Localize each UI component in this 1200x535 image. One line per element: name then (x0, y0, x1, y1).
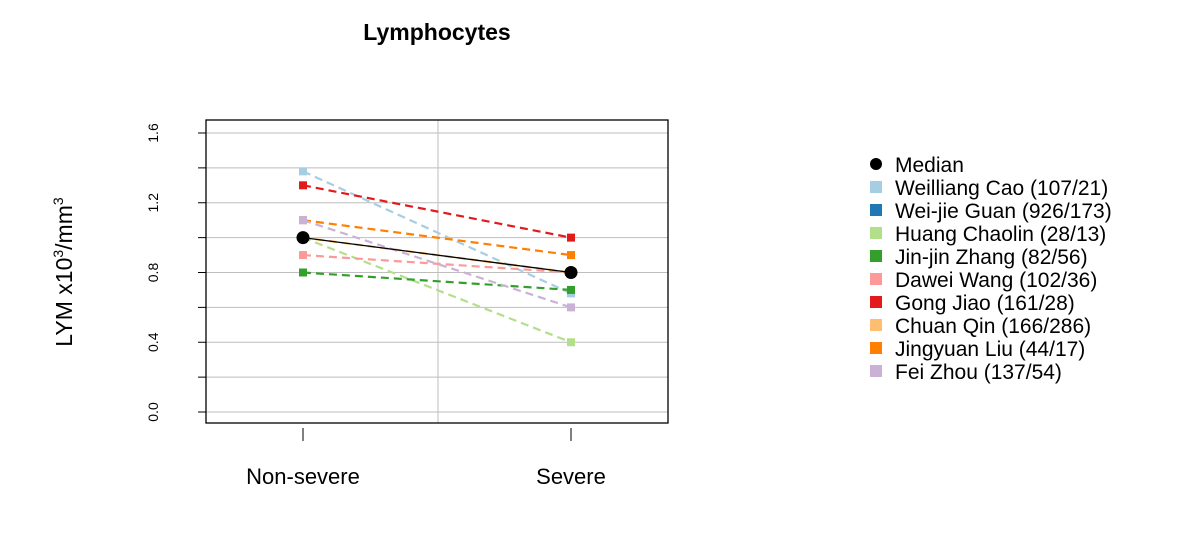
legend-item: Weilliang Cao (107/21) (870, 177, 1108, 200)
legend-item: Dawei Wang (102/36) (870, 269, 1097, 292)
legend-marker (870, 204, 882, 216)
median-point (296, 231, 310, 245)
y-axis-label-sup1: 3 (50, 250, 66, 258)
series-line (302, 170, 572, 295)
legend-item: Huang Chaolin (28/13) (870, 223, 1106, 246)
legend-item: Wei-jie Guan (926/173) (870, 200, 1112, 223)
series-line (302, 271, 572, 292)
y-axis-label-main: LYM x10 (51, 258, 77, 347)
legend-item: Jin-jin Zhang (82/56) (870, 246, 1088, 269)
legend-label: Weilliang Cao (107/21) (895, 177, 1108, 200)
y-tick-label: 0.4 (145, 332, 161, 352)
grid (206, 120, 668, 423)
series-point (567, 233, 575, 242)
series-group (299, 181, 575, 242)
legend-marker (870, 250, 882, 262)
axes: 0.0 0.4 0.8 1.2 1.6 Non-severe Severe (145, 119, 669, 489)
plot-frame (205, 119, 669, 424)
legend-item: Jingyuan Liu (44/17) (870, 338, 1085, 361)
legend-marker (870, 319, 882, 331)
chart-title: Lymphocytes (363, 19, 510, 45)
legend-marker (870, 227, 882, 239)
series-group (299, 233, 575, 347)
legend-label: Wei-jie Guan (926/173) (895, 200, 1112, 223)
series-line (302, 253, 572, 274)
series-point (567, 303, 575, 312)
y-axis-label-sup2: 3 (50, 197, 66, 205)
y-tick-label: 0.0 (145, 402, 161, 422)
series-point (299, 216, 307, 225)
legend-label: Huang Chaolin (28/13) (895, 223, 1106, 246)
legend-label: Gong Jiao (161/28) (895, 292, 1075, 315)
legend-label: Jingyuan Liu (44/17) (895, 338, 1085, 361)
median-point (564, 266, 578, 279)
legend-label: Chuan Qin (166/286) (895, 315, 1091, 338)
series-group (299, 268, 575, 294)
legend-label: Dawei Wang (102/36) (895, 269, 1097, 292)
legend-marker (870, 273, 882, 285)
legend-item: Chuan Qin (166/286) (870, 315, 1091, 338)
series-group (299, 216, 575, 312)
legend-marker (870, 158, 882, 170)
series-point (299, 251, 307, 260)
series-point (567, 285, 575, 294)
y-tick-label: 1.2 (145, 193, 161, 213)
y-tick-label: 0.8 (145, 263, 161, 283)
legend-marker (870, 342, 882, 354)
series-line (302, 184, 572, 239)
legend-marker (870, 296, 882, 308)
series-point (299, 181, 307, 190)
y-tick-label: 1.6 (145, 123, 161, 143)
median-line (302, 236, 572, 274)
series-point (567, 338, 575, 347)
series-point (567, 251, 575, 260)
series-line (302, 236, 572, 344)
series-lines (296, 167, 578, 347)
x-tick-label: Non-severe (246, 464, 360, 489)
x-tick-label: Severe (536, 464, 606, 489)
series-line (302, 219, 572, 309)
legend-marker (870, 181, 882, 193)
y-axis-label: LYM x103/mm3 (50, 197, 77, 347)
series-line (302, 219, 572, 257)
legend-item: Median (870, 154, 964, 177)
legend-label: Fei Zhou (137/54) (895, 361, 1062, 384)
series-point (299, 268, 307, 277)
legend-label: Jin-jin Zhang (82/56) (895, 246, 1088, 269)
legend-item: Fei Zhou (137/54) (870, 361, 1062, 384)
legend-item: Gong Jiao (161/28) (870, 292, 1075, 315)
series-point (299, 167, 307, 176)
y-axis-label-mid: /mm (51, 205, 77, 250)
legend-marker (870, 365, 882, 377)
legend-label: Median (895, 154, 964, 177)
